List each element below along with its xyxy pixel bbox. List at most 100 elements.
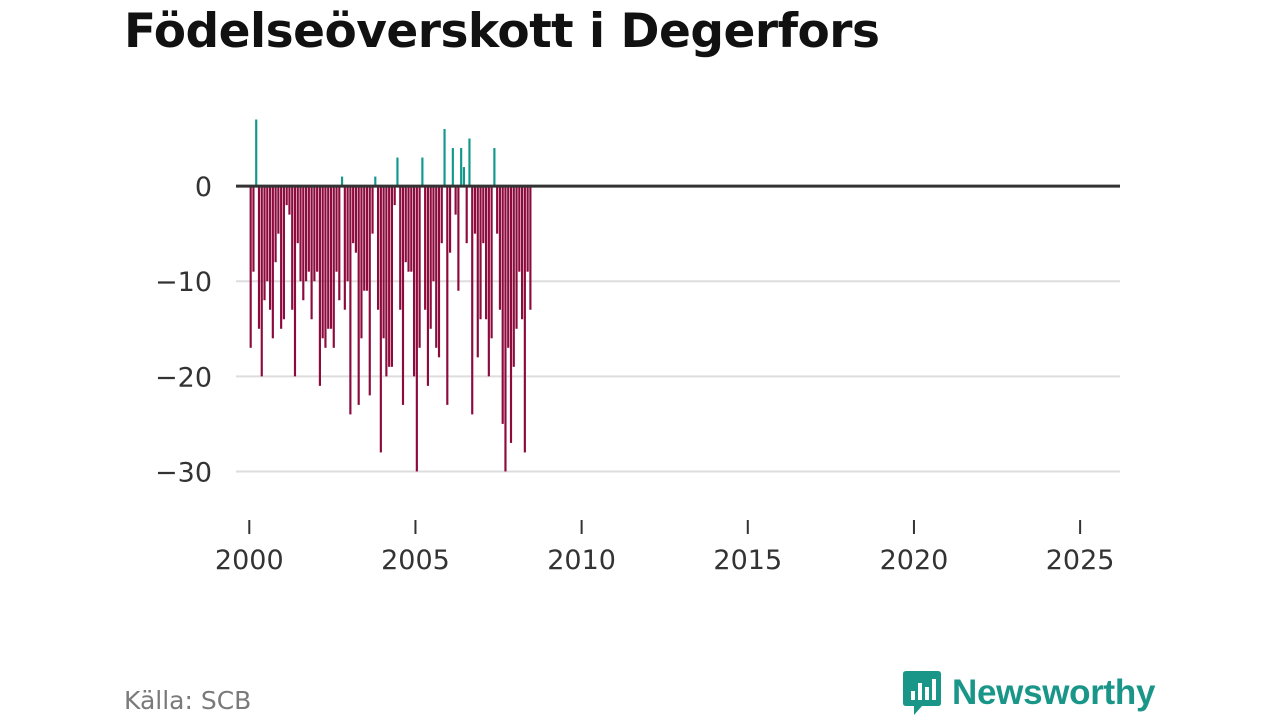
bar <box>277 186 280 234</box>
bar <box>374 176 377 187</box>
bar <box>490 186 493 339</box>
bar <box>257 186 261 329</box>
bar <box>426 186 430 386</box>
bar <box>368 186 371 396</box>
bar <box>446 186 449 405</box>
bar <box>526 186 529 272</box>
y-tick-label: −20 <box>155 362 212 393</box>
bar <box>324 186 327 348</box>
bar <box>321 186 324 339</box>
bar <box>329 186 333 329</box>
bar <box>263 186 266 301</box>
bar <box>376 186 380 310</box>
bar <box>448 186 452 253</box>
bar <box>460 148 463 187</box>
bar <box>443 129 446 187</box>
bar <box>484 186 488 320</box>
bar <box>346 186 349 282</box>
bar <box>421 157 424 187</box>
x-tick-label: 2000 <box>215 545 284 576</box>
bar <box>335 186 338 272</box>
bar <box>435 186 438 348</box>
bar <box>371 186 374 234</box>
bar <box>340 176 344 187</box>
bar-chart-speech-bubble-icon <box>903 671 941 715</box>
bar <box>357 186 360 405</box>
bar <box>440 186 443 244</box>
bar <box>512 186 515 367</box>
bar <box>271 186 274 339</box>
bar <box>509 186 513 443</box>
bar <box>307 186 310 272</box>
bar <box>412 186 416 377</box>
x-tick-label: 2025 <box>1046 545 1115 576</box>
bar <box>504 186 507 472</box>
x-tick-label: 2020 <box>880 545 949 576</box>
bar <box>437 186 441 358</box>
bar <box>432 186 435 282</box>
bar <box>354 186 357 253</box>
bar <box>255 119 258 187</box>
bar <box>302 186 305 301</box>
bar <box>293 186 297 377</box>
bar <box>399 186 402 310</box>
x-tick-label: 2015 <box>713 545 782 576</box>
bar <box>385 186 388 377</box>
bar <box>410 186 413 272</box>
bar <box>396 157 399 187</box>
bar <box>388 186 391 367</box>
bar <box>404 186 407 263</box>
bar <box>327 186 330 329</box>
bar <box>343 186 346 310</box>
bar <box>390 186 393 367</box>
bar <box>382 186 385 339</box>
bar <box>429 186 432 329</box>
brand-name: Newsworthy <box>952 673 1156 712</box>
brand-logo[interactable]: Newsworthy <box>902 670 1155 716</box>
bar <box>468 138 471 187</box>
bar <box>313 186 316 282</box>
bar <box>285 186 288 206</box>
bar <box>363 186 366 291</box>
bar <box>291 186 294 310</box>
bar-chart: 0 −10 −20 −30 2000 2005 2010 2015 2020 2025 <box>155 119 1120 576</box>
bar <box>365 186 369 291</box>
bar <box>451 148 454 187</box>
bar <box>252 186 255 272</box>
bar <box>316 186 319 272</box>
bar <box>521 186 524 320</box>
bar <box>360 186 363 339</box>
bar <box>310 186 313 320</box>
bar <box>318 186 321 386</box>
bar <box>304 186 308 282</box>
bar <box>268 186 272 310</box>
bar <box>393 186 396 206</box>
bar <box>282 186 285 320</box>
bar <box>352 186 355 244</box>
bar <box>487 186 490 377</box>
bar <box>418 186 421 348</box>
y-tick-label: 0 <box>195 172 212 203</box>
axes: 0 −10 −20 −30 2000 2005 2010 2015 2020 2025 <box>155 172 1120 576</box>
bar <box>479 186 482 320</box>
bar <box>332 186 335 348</box>
bar <box>296 186 299 244</box>
bar <box>501 186 504 424</box>
bar <box>288 186 291 215</box>
bar <box>482 186 485 244</box>
bar <box>266 186 269 282</box>
bar <box>471 186 474 415</box>
bar <box>507 186 510 348</box>
bar <box>529 186 532 310</box>
chart-title: Födelseöverskott i Degerfors <box>124 4 880 59</box>
bar <box>415 186 418 472</box>
bar <box>518 186 521 272</box>
bar <box>274 186 277 263</box>
bar <box>465 186 468 244</box>
bar <box>493 148 496 187</box>
bar <box>476 186 479 358</box>
gridlines <box>236 280 1120 473</box>
bar <box>473 186 477 234</box>
bar <box>280 186 283 329</box>
source-note: Källa: SCB <box>124 686 252 715</box>
